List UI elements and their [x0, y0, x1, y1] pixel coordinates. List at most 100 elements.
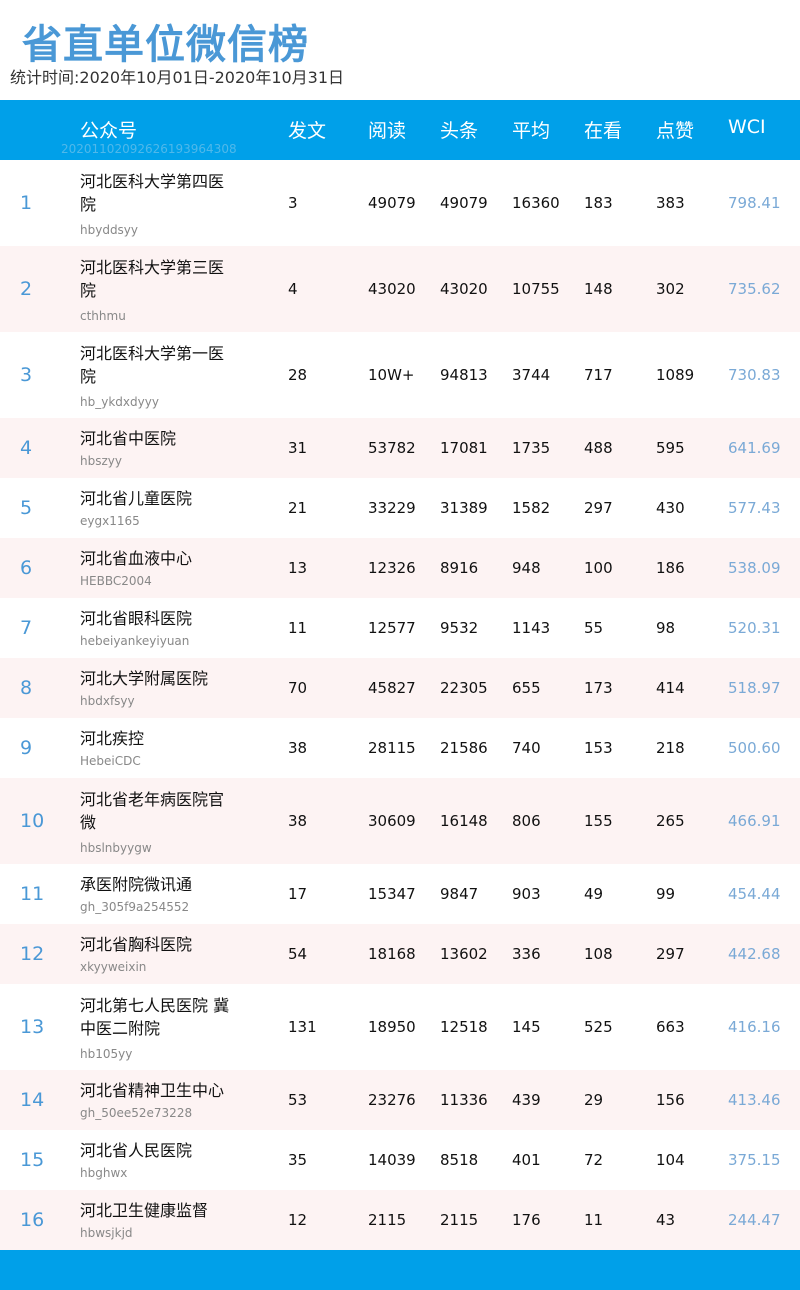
account-cell: 河北省中医院 hbszyy	[80, 416, 238, 480]
table-row[interactable]: 15 河北省人民医院 hbghwx 35 14039 8518 401 72 104 375.…	[0, 1130, 800, 1190]
account-cell: 河北省血液中心 HEBBC2004	[80, 536, 238, 600]
table-row[interactable]: 3 河北医科大学第一医院 hb_ykdxdyyy 28 10W+ 94813 3744 7…	[0, 332, 800, 418]
likes-value: 595	[656, 439, 685, 457]
account-name[interactable]: 河北省中医院	[80, 429, 177, 448]
posts-value: 131	[288, 1018, 317, 1036]
account-id: xkyyweixin	[80, 960, 147, 974]
headline-value: 9847	[440, 885, 479, 903]
likes-value: 43	[656, 1211, 676, 1229]
table-row[interactable]: 13 河北第七人民医院 冀中医二附院 hb105yy 131 18950 12518 1…	[0, 984, 800, 1070]
average-value: 16360	[512, 194, 560, 212]
reads-value: 2115	[368, 1211, 407, 1229]
account-name[interactable]: 河北医科大学第一医院	[80, 344, 225, 386]
average-value: 806	[512, 812, 541, 830]
wci-value: 413.46	[728, 1091, 781, 1109]
account-name[interactable]: 河北大学附属医院	[80, 669, 209, 688]
likes-value: 297	[656, 945, 685, 963]
headline-value: 13602	[440, 945, 488, 963]
account-cell: 河北省儿童医院 eygx1165	[80, 476, 238, 540]
rank: 11	[20, 883, 45, 905]
posts-value: 11	[288, 619, 308, 637]
reads-value: 49079	[368, 194, 416, 212]
account-id: hbghwx	[80, 1166, 128, 1180]
rank: 13	[20, 1016, 45, 1038]
watching-value: 717	[584, 366, 613, 384]
table-row[interactable]: 5 河北省儿童医院 eygx1165 21 33229 31389 1582 297 430…	[0, 478, 800, 538]
table-row[interactable]: 10 河北省老年病医院官微 hbslnbyygw 38 30609 16148 806 1…	[0, 778, 800, 864]
watching-value: 153	[584, 739, 613, 757]
table-row[interactable]: 7 河北省眼科医院 hebeiyankeyiyuan 11 12577 9532 114…	[0, 598, 800, 658]
account-name[interactable]: 河北省胸科医院	[80, 935, 193, 954]
average-value: 1735	[512, 439, 551, 457]
account-name[interactable]: 河北省人民医院	[80, 1141, 193, 1160]
watching-value: 100	[584, 559, 613, 577]
table-row[interactable]: 11 承医附院微讯通 gh_305f9a254552 17 15347 9847 903…	[0, 864, 800, 924]
account-name[interactable]: 河北卫生健康监督	[80, 1201, 209, 1220]
watching-value: 183	[584, 194, 613, 212]
average-value: 401	[512, 1151, 541, 1169]
account-name[interactable]: 河北医科大学第四医院	[80, 172, 225, 214]
headline-value: 31389	[440, 499, 488, 517]
rank: 6	[20, 557, 33, 579]
table-row[interactable]: 2 河北医科大学第三医院 cthhmu 4 43020 43020 10755 148 30…	[0, 246, 800, 332]
likes-value: 414	[656, 679, 685, 697]
account-id: hebeiyankeyiyuan	[80, 634, 190, 648]
average-value: 740	[512, 739, 541, 757]
wci-value: 538.09	[728, 559, 781, 577]
header-headline: 头条	[440, 120, 479, 142]
account-name[interactable]: 河北省儿童医院	[80, 489, 193, 508]
account-name[interactable]: 河北第七人民医院 冀中医二附院	[80, 996, 230, 1038]
reads-value: 10W+	[368, 366, 415, 384]
wci-value: 798.41	[728, 194, 781, 212]
account-name[interactable]: 河北疾控	[80, 729, 145, 748]
table-row[interactable]: 12 河北省胸科医院 xkyyweixin 54 18168 13602 336 108 2…	[0, 924, 800, 984]
account-name[interactable]: 河北医科大学第三医院	[80, 258, 225, 300]
table-row[interactable]: 8 河北大学附属医院 hbdxfsyy 70 45827 22305 655 173 414…	[0, 658, 800, 718]
posts-value: 38	[288, 739, 308, 757]
watching-value: 297	[584, 499, 613, 517]
rank: 15	[20, 1149, 45, 1171]
rank: 16	[20, 1209, 45, 1231]
wci-value: 442.68	[728, 945, 781, 963]
reads-value: 30609	[368, 812, 416, 830]
average-value: 3744	[512, 366, 551, 384]
reads-value: 43020	[368, 280, 416, 298]
wci-value: 518.97	[728, 679, 781, 697]
watching-value: 49	[584, 885, 604, 903]
reads-value: 18168	[368, 945, 416, 963]
watching-value: 55	[584, 619, 604, 637]
headline-value: 22305	[440, 679, 488, 697]
rank: 5	[20, 497, 33, 519]
headline-value: 9532	[440, 619, 479, 637]
likes-value: 302	[656, 280, 685, 298]
table-row[interactable]: 6 河北省血液中心 HEBBC2004 13 12326 8916 948 100 186 5…	[0, 538, 800, 598]
table-row[interactable]: 14 河北省精神卫生中心 gh_50ee52e73228 53 23276 11336…	[0, 1070, 800, 1130]
rank: 10	[20, 810, 45, 832]
account-name[interactable]: 河北省血液中心	[80, 549, 193, 568]
ranking-table: 1 河北医科大学第四医院 hbyddsyy 3 49079 49079 16360 183…	[0, 160, 800, 1250]
account-name[interactable]: 承医附院微讯通	[80, 875, 193, 894]
table-row[interactable]: 1 河北医科大学第四医院 hbyddsyy 3 49079 49079 16360 183…	[0, 160, 800, 246]
account-cell: 河北第七人民医院 冀中医二附院 hb105yy	[80, 980, 238, 1074]
headline-value: 11336	[440, 1091, 488, 1109]
likes-value: 383	[656, 194, 685, 212]
headline-value: 17081	[440, 439, 488, 457]
likes-value: 430	[656, 499, 685, 517]
likes-value: 663	[656, 1018, 685, 1036]
table-row[interactable]: 16 河北卫生健康监督 hbwsjkjd 12 2115 2115 176 11 43 244…	[0, 1190, 800, 1250]
table-row[interactable]: 4 河北省中医院 hbszyy 31 53782 17081 1735 488 595 641…	[0, 418, 800, 478]
watching-value: 108	[584, 945, 613, 963]
table-row[interactable]: 9 河北疾控 HebeiCDC 38 28115 21586 740 153 218 500.…	[0, 718, 800, 778]
rank: 1	[20, 192, 33, 214]
account-name[interactable]: 河北省老年病医院官微	[80, 790, 225, 832]
watching-value: 525	[584, 1018, 613, 1036]
posts-value: 53	[288, 1091, 308, 1109]
likes-value: 104	[656, 1151, 685, 1169]
reads-value: 33229	[368, 499, 416, 517]
posts-value: 28	[288, 366, 308, 384]
account-name[interactable]: 河北省精神卫生中心	[80, 1081, 225, 1100]
account-name[interactable]: 河北省眼科医院	[80, 609, 193, 628]
wci-value: 520.31	[728, 619, 781, 637]
headline-value: 43020	[440, 280, 488, 298]
posts-value: 21	[288, 499, 308, 517]
